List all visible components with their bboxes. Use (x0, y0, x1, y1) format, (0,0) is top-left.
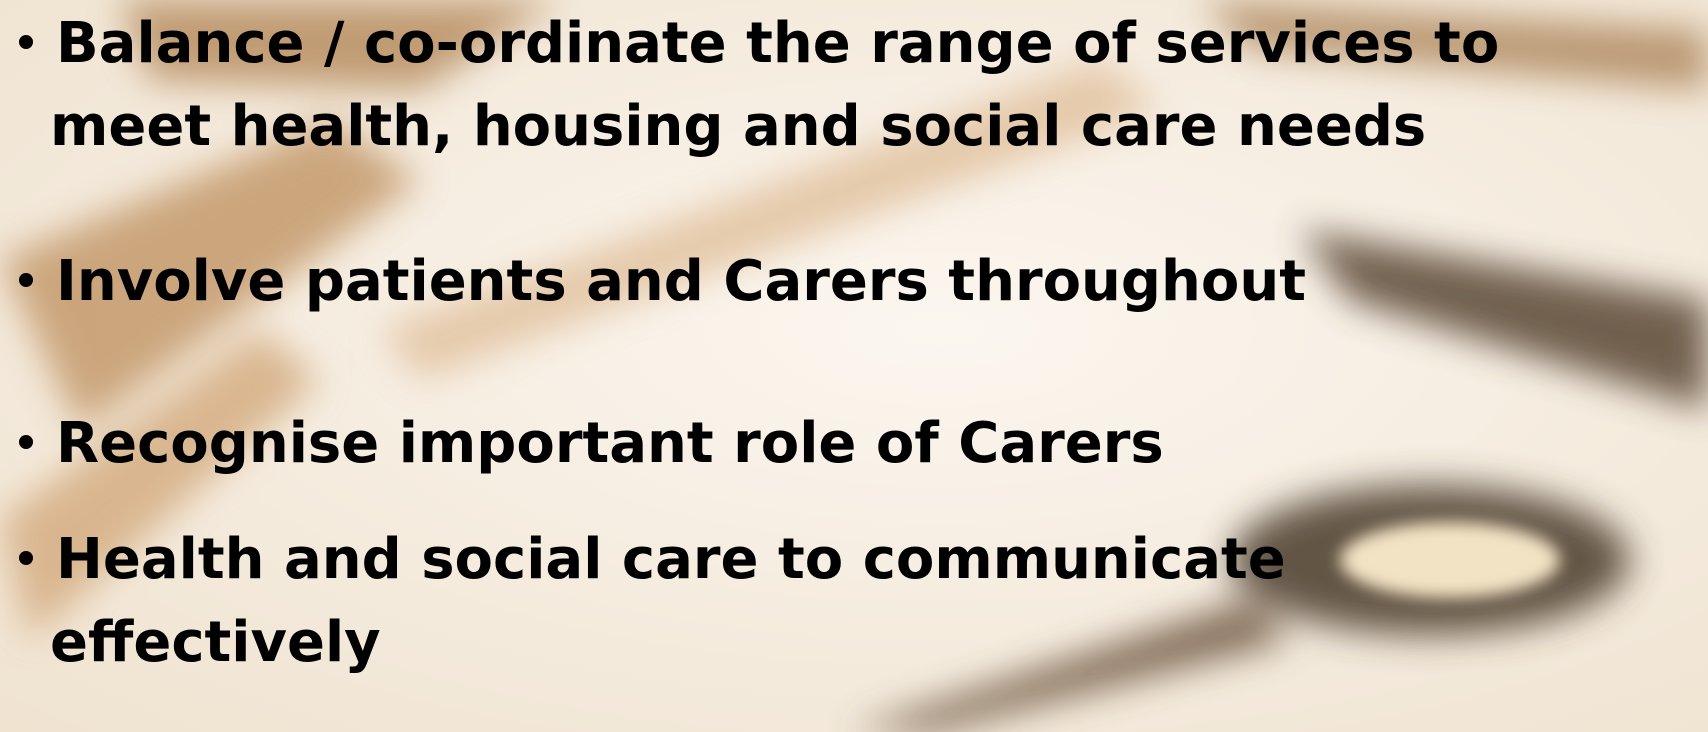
bullet-dot (19, 35, 33, 49)
bullet-text: Involve patients and Carers throughout (56, 249, 1306, 314)
bullet-dot (19, 551, 33, 565)
bullet-list: Balance / co-ordinate the range of servi… (19, 11, 1499, 675)
bullet-text: Health and social care to communicate (56, 527, 1286, 592)
bullet-text: Balance / co-ordinate the range of servi… (56, 11, 1499, 76)
bullet-dot (19, 435, 33, 449)
bullet-text: Recognise important role of Carers (56, 411, 1164, 476)
bullet-dot (19, 273, 33, 287)
bullet-text: effectively (50, 610, 381, 675)
bullet-text: meet health, housing and social care nee… (50, 94, 1426, 159)
